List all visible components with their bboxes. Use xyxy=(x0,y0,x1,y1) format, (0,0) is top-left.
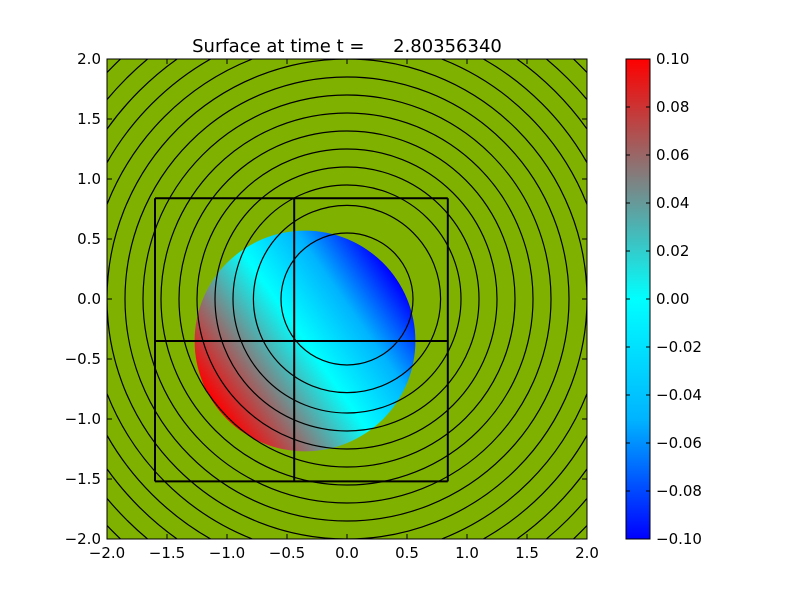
x-axis: −2.0 −1.5 −1.0 −0.5 0.0 0.5 1.0 1.5 2.0 xyxy=(89,59,599,562)
colorbar-tick-label: −0.06 xyxy=(656,434,702,452)
x-tick-label: 1.0 xyxy=(455,544,479,562)
y-tick-label: 0.5 xyxy=(77,230,101,248)
contour-line xyxy=(160,112,534,486)
x-tick-label: −0.5 xyxy=(269,544,305,562)
y-tick-label: −1.0 xyxy=(65,410,101,428)
y-tick-label: −2.0 xyxy=(65,530,101,548)
x-tick-label: 0.5 xyxy=(395,544,419,562)
colorbar-tick-label: 0.00 xyxy=(656,290,689,308)
x-tick-label: −1.0 xyxy=(209,544,245,562)
colorbar-tick-label: 0.02 xyxy=(656,242,689,260)
y-tick-label: −1.5 xyxy=(65,470,101,488)
contour-line xyxy=(196,148,498,450)
contour-lines xyxy=(107,59,587,539)
x-tick-label: −2.0 xyxy=(89,544,125,562)
plot-area xyxy=(106,58,588,540)
contour-line xyxy=(280,232,414,366)
contour-line xyxy=(178,130,516,468)
y-tick-label: 2.0 xyxy=(77,50,101,68)
contour-line xyxy=(142,94,552,504)
contour-line xyxy=(124,76,570,522)
y-tick-label: 0.0 xyxy=(77,290,101,308)
y-axis: 2.0 1.5 1.0 0.5 0.0 −0.5 −1.0 −1.5 −2.0 xyxy=(65,50,587,548)
x-tick-label: 0.0 xyxy=(335,544,359,562)
colorbar-ticks: 0.10 0.08 0.06 0.04 0.02 0.00 −0.02 −0.04 −0.06 −… xyxy=(626,50,702,548)
colorbar-tick-label: 0.08 xyxy=(656,98,689,116)
grid-patches xyxy=(154,197,449,483)
contour-line xyxy=(232,184,462,414)
x-tick-label: 1.5 xyxy=(515,544,539,562)
colorbar-tick-label: −0.10 xyxy=(656,530,702,548)
colorbar-tick-label: 0.04 xyxy=(656,194,689,212)
contour-line xyxy=(252,204,442,394)
colorbar-tick-label: −0.08 xyxy=(656,482,702,500)
y-tick-label: 1.5 xyxy=(77,110,101,128)
colorbar-tick-label: −0.04 xyxy=(656,386,702,404)
x-tick-label: −1.5 xyxy=(149,544,185,562)
y-tick-label: 1.0 xyxy=(77,170,101,188)
colorbar-tick-label: 0.06 xyxy=(656,146,689,164)
x-tick-label: 2.0 xyxy=(575,544,599,562)
contour-line xyxy=(214,166,480,432)
y-tick-label: −0.5 xyxy=(65,350,101,368)
colorbar: 0.10 0.08 0.06 0.04 0.02 0.00 −0.02 −0.04 −0.06 −… xyxy=(625,50,702,548)
colorbar-tick-label: 0.10 xyxy=(656,50,689,68)
chart-title: Surface at time t = 2.80356340 xyxy=(192,36,502,57)
colorbar-tick-label: −0.02 xyxy=(656,338,702,356)
